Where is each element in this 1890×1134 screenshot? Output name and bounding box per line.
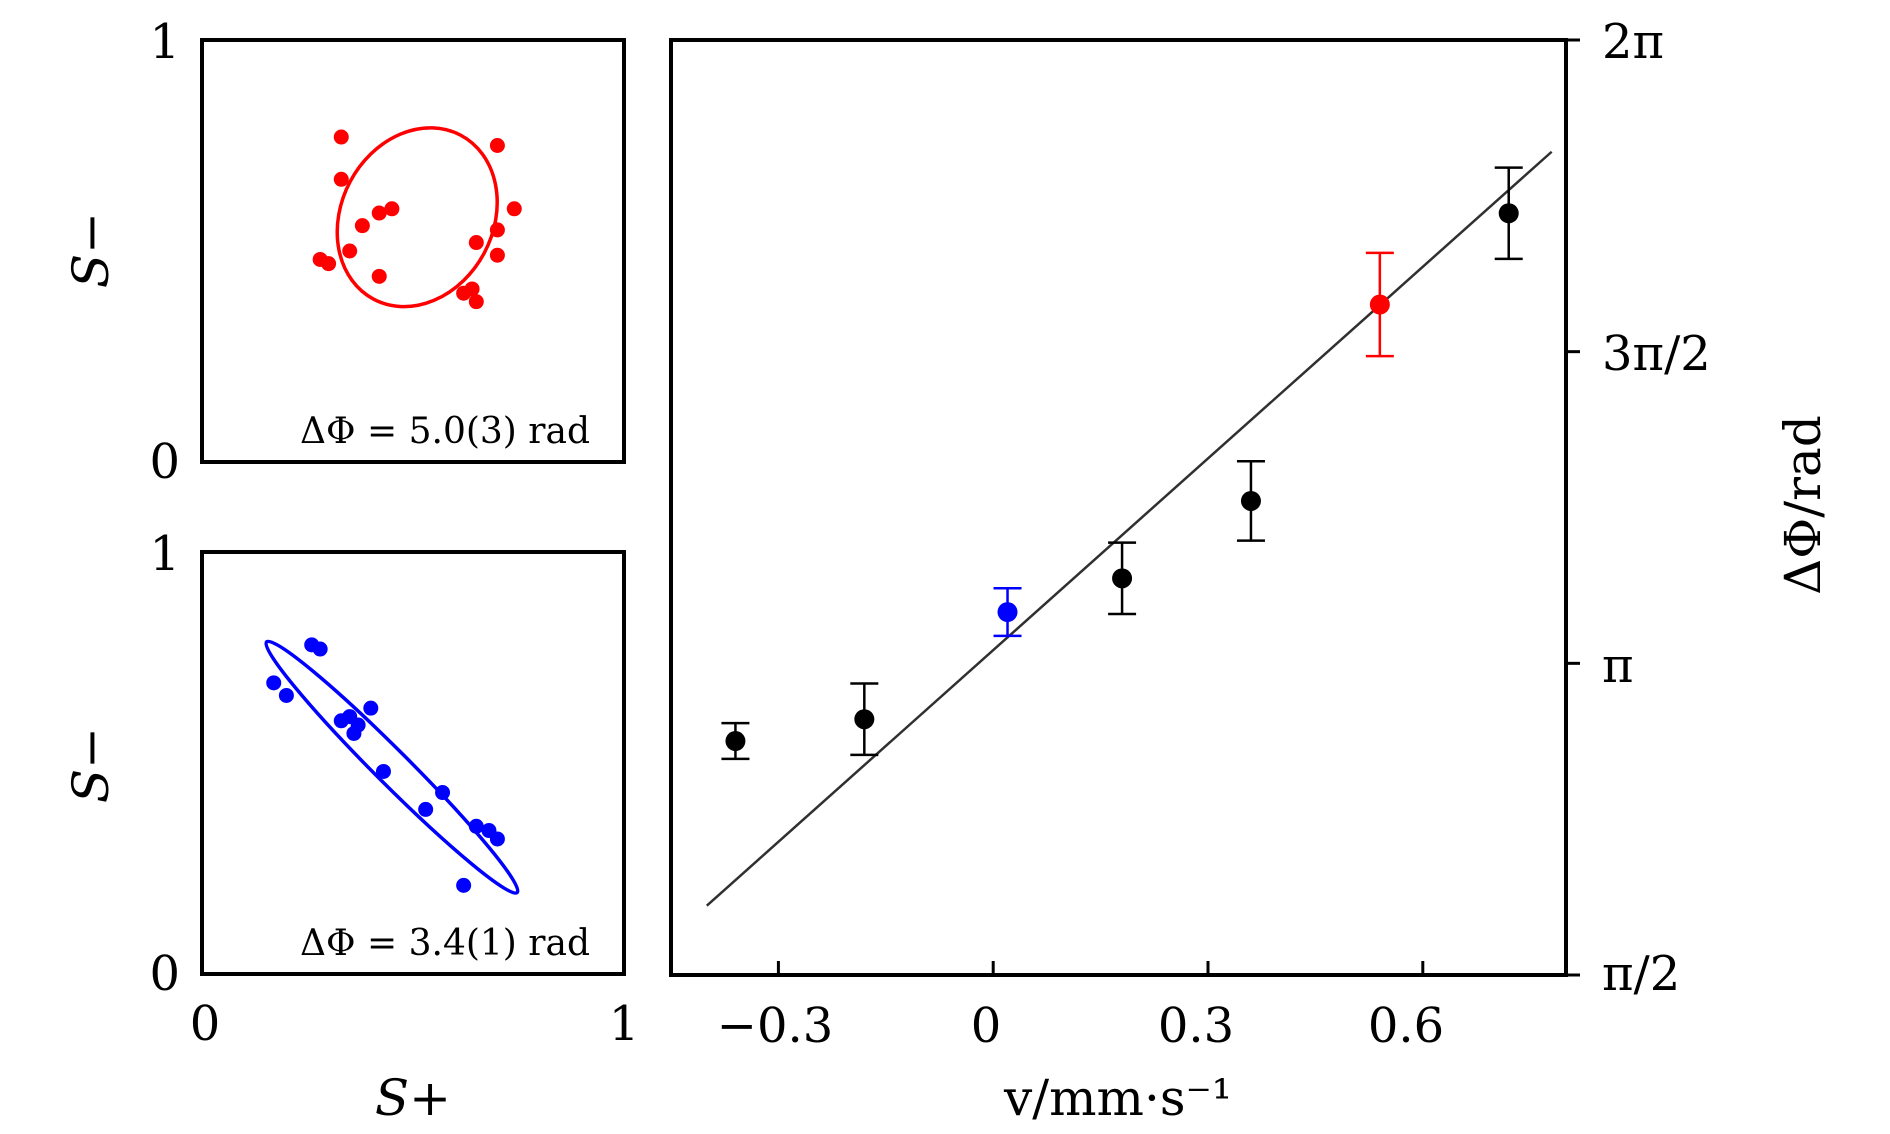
inset-bottom-point-3 [278, 687, 294, 703]
main-xtick-label-3: 0.6 [1368, 998, 1444, 1054]
inset-top-point-8 [468, 235, 484, 251]
inset-top-point-16 [468, 294, 484, 310]
inset-top-fit-ellipse [335, 126, 499, 309]
inset-bottom-point-10 [418, 801, 434, 817]
inset-bottom-point-7 [363, 700, 379, 716]
main-xtick-label-1: 0 [971, 998, 1002, 1054]
inset-bottom-point-8 [346, 725, 362, 741]
inset-top-point-14 [464, 281, 480, 297]
inset-bottom-xtick-0: 0 [190, 996, 221, 1052]
main-xlabel: v/mm·s⁻¹ [1003, 1069, 1232, 1127]
main-point-4 [1240, 490, 1261, 511]
main-xtick-label-2: 0.3 [1158, 998, 1234, 1054]
inset-bottom-point-13 [468, 818, 484, 834]
inset-bottom-point-11 [435, 785, 451, 801]
main-plot-marks [705, 150, 1553, 907]
inset-top-ylabel: S− [62, 212, 120, 288]
main-point-6 [1498, 203, 1519, 224]
main-fit-line [705, 150, 1553, 907]
inset-bottom-xlabel: S+ [375, 1069, 451, 1127]
inset-top-point-15 [312, 251, 328, 267]
inset-bottom-ylabel: S− [62, 727, 120, 803]
inset-top-point-4 [354, 218, 370, 234]
main-ytick-label-1: π [1602, 638, 1634, 694]
main-point-5 [1369, 294, 1390, 315]
main-xtick-label-0: −0.3 [717, 998, 834, 1054]
fit-ellipses [264, 126, 520, 895]
inset-top-point-11 [342, 243, 358, 259]
inset-bottom-point-1 [312, 641, 328, 657]
inset-top-point-7 [489, 222, 505, 238]
inset-bottom-xtick-1: 1 [609, 996, 640, 1052]
inset-top-point-5 [489, 138, 505, 153]
inset-top-point-9 [489, 247, 505, 263]
inset-bottom-point-2 [266, 675, 282, 691]
inset-top-ytick-1: 1 [149, 14, 180, 70]
inset-bottom-point-15 [489, 831, 505, 847]
main-point-3 [1112, 568, 1133, 589]
main-ytick-label-3: 2π [1602, 14, 1664, 70]
main-point-0 [725, 731, 746, 752]
main-point-1 [854, 709, 875, 730]
inset-bottom-point-9 [375, 763, 391, 779]
tick-marks [776, 38, 1580, 977]
main-frame [669, 38, 1568, 977]
main-ytick-label-0: π/2 [1602, 946, 1680, 1002]
inset-bottom-ytick-1: 1 [149, 526, 180, 582]
inset-bottom-annotation: ΔΦ = 3.4(1) rad [300, 923, 590, 964]
inset-points [266, 129, 522, 893]
inset-top-point-0 [333, 129, 349, 145]
inset-bottom-frame [200, 550, 626, 976]
main-ytick-label-2: 3π/2 [1602, 326, 1711, 382]
inset-bottom-ytick-0: 0 [149, 946, 180, 1002]
inset-top-point-2 [371, 205, 387, 221]
inset-top-frame [200, 38, 626, 464]
inset-top-point-3 [384, 201, 400, 217]
inset-top-point-1 [333, 171, 349, 187]
inset-top-annotation: ΔΦ = 5.0(3) rad [300, 411, 590, 452]
inset-top-ytick-0: 0 [149, 434, 180, 490]
inset-bottom-point-12 [456, 877, 472, 893]
inset-bottom-fit-ellipse [264, 639, 520, 895]
inset-top-point-12 [371, 268, 387, 284]
main-ylabel: ΔΦ/rad [1774, 415, 1832, 595]
main-point-2 [997, 602, 1018, 623]
inset-top-point-6 [506, 201, 522, 217]
